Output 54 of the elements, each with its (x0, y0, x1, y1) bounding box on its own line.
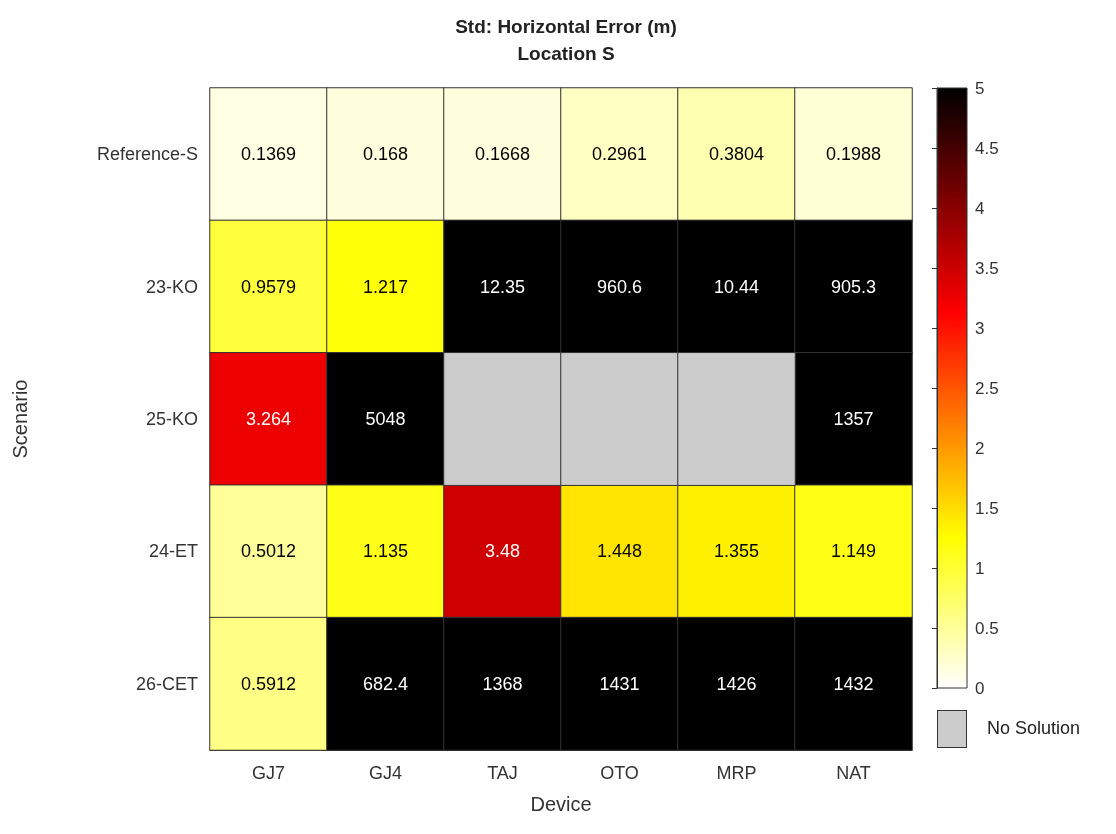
x-tick-label: NAT (836, 763, 871, 783)
data-label: 3.48 (484, 541, 521, 562)
data-label: 0.1668 (474, 144, 531, 165)
data-label: 1.448 (596, 541, 643, 562)
data-label: 1357 (833, 409, 874, 429)
color-bar-label: 3.5 (975, 258, 999, 278)
y-tick-label: Reference-S (96, 144, 198, 165)
data-label: 1.135 (362, 541, 409, 562)
data-label: 12.35 (479, 276, 526, 297)
data-label: 1368 (482, 673, 523, 694)
x-tick-label: OTO (600, 763, 639, 783)
y-tick-label: 25-KO (145, 409, 198, 429)
data-label: 960.6 (596, 276, 643, 297)
data-label: 0.1369 (240, 144, 297, 165)
data-label: 1.217 (362, 276, 409, 297)
data-label: 1432 (833, 673, 874, 694)
data-label: 0.3804 (708, 144, 765, 165)
data-label: 1426 (716, 673, 757, 694)
data-label: 1.355 (713, 541, 760, 562)
color-bar-label: 1 (975, 558, 985, 578)
data-label: 1431 (599, 673, 640, 694)
data-label: 0.5012 (240, 541, 297, 562)
color-bar-label: 2.5 (975, 378, 999, 398)
color-bar-label: 3 (975, 318, 985, 338)
chart-title: Std: Horizontal Error (m) (455, 16, 677, 37)
color-bar-label: 2 (975, 438, 985, 458)
data-label: 0.9579 (240, 276, 297, 297)
data-label: 10.44 (713, 276, 760, 297)
data-label: 0.168 (362, 144, 409, 165)
color-bar-label: 1.5 (975, 498, 999, 518)
text: No Solution (987, 718, 1081, 739)
data-label: 905.3 (830, 276, 877, 297)
y-tick-label: 24-ET (148, 541, 198, 562)
data-label: 0.2961 (591, 144, 648, 165)
y-tick-label: 23-KO (145, 276, 198, 297)
x-axis-title: Device (530, 793, 592, 815)
x-tick-label: TAJ (487, 763, 518, 783)
x-tick-label: GJ7 (251, 763, 286, 783)
color-bar-label: 0.5 (975, 618, 999, 638)
data-label: 682.4 (362, 673, 409, 694)
color-bar-label: 4 (975, 198, 985, 218)
data-label: 5048 (365, 409, 406, 429)
data-label: 0.5912 (240, 673, 297, 694)
color-bar-label: 4.5 (975, 138, 999, 158)
data-label: 3.264 (245, 409, 292, 429)
color-bar-label: 0 (975, 678, 985, 698)
data-label: 1.149 (830, 541, 877, 562)
y-axis-title: Scenario (9, 379, 31, 459)
color-bar-label: 5 (975, 78, 985, 98)
x-tick-label: GJ4 (368, 763, 403, 783)
chart-subtitle: Location S (517, 43, 615, 64)
y-tick-label: 26-CET (135, 673, 198, 694)
data-label: 0.1988 (825, 144, 882, 165)
x-tick-label: MRP (716, 763, 757, 783)
